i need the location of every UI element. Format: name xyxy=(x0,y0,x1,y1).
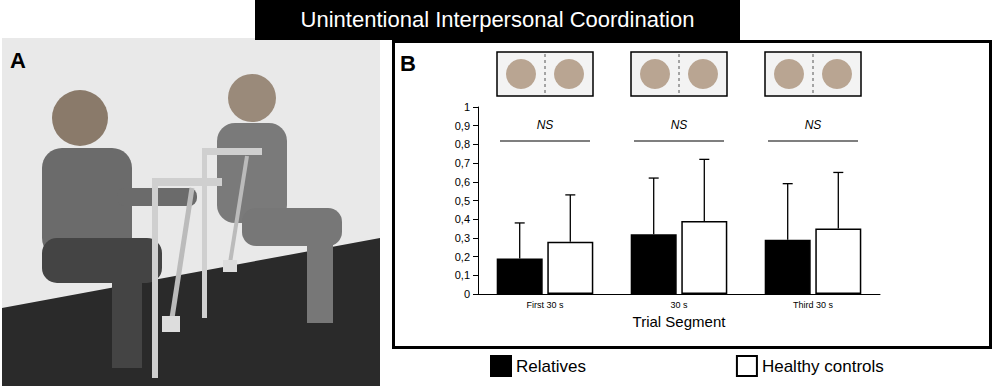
svg-text:0: 0 xyxy=(464,288,470,300)
svg-text:30 s: 30 s xyxy=(670,300,688,310)
svg-text:0,6: 0,6 xyxy=(455,176,470,188)
svg-text:NS: NS xyxy=(671,118,688,132)
svg-text:B: B xyxy=(400,51,416,76)
svg-text:0,7: 0,7 xyxy=(455,157,470,169)
svg-text:NS: NS xyxy=(805,118,822,132)
html-text:Unintentional Interpersonal Co: Unintentional Interpersonal Coordination xyxy=(300,7,695,32)
svg-text:Trial Segment: Trial Segment xyxy=(633,313,727,330)
svg-text:1: 1 xyxy=(464,101,470,113)
svg-text:0,8: 0,8 xyxy=(455,138,470,150)
svg-text:Healthy controls: Healthy controls xyxy=(762,357,884,376)
svg-text:0,1: 0,1 xyxy=(455,269,470,281)
svg-text:A: A xyxy=(10,48,26,73)
svg-text:NS: NS xyxy=(537,118,554,132)
svg-text:Third 30 s: Third 30 s xyxy=(793,300,834,310)
svg-text:0,2: 0,2 xyxy=(455,251,470,263)
svg-text:0,9: 0,9 xyxy=(455,120,470,132)
svg-text:0,5: 0,5 xyxy=(455,195,470,207)
svg-text:0,3: 0,3 xyxy=(455,232,470,244)
svg-text:0,4: 0,4 xyxy=(455,213,470,225)
svg-text:First 30 s: First 30 s xyxy=(526,300,564,310)
svg-text:Relatives: Relatives xyxy=(516,357,586,376)
